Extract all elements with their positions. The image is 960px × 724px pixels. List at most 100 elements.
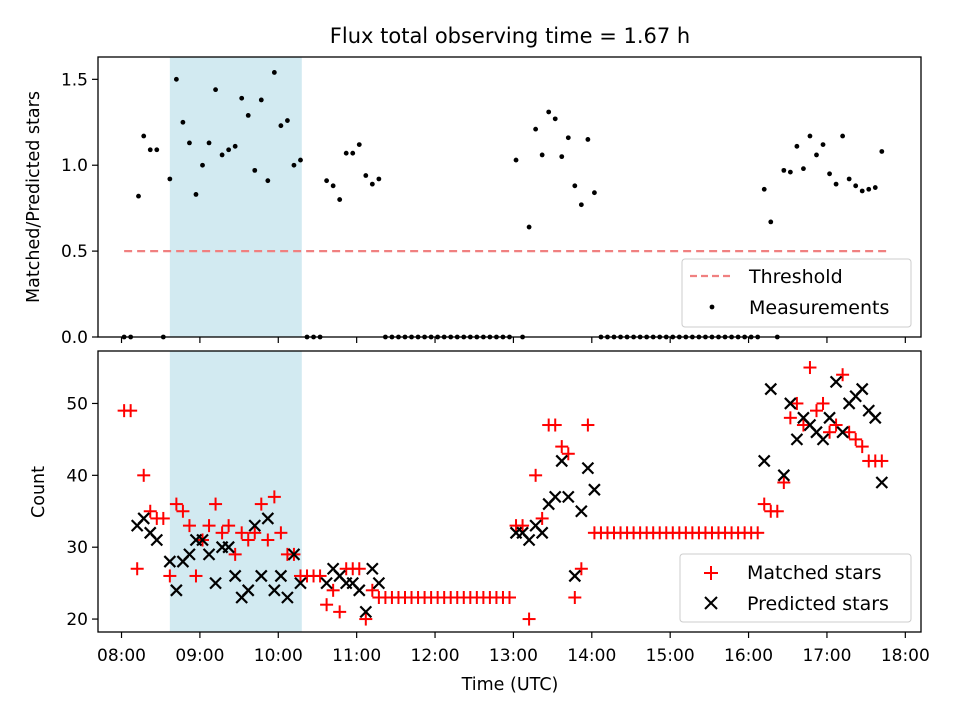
measurement-point [343,150,349,156]
matched-star-point [143,504,157,518]
y-tick-label: 20 [66,610,88,630]
measurement-point [592,190,597,196]
x-tick-label: 18:00 [881,646,930,666]
predicted-star-point [855,382,869,396]
measurement-point [356,142,362,148]
matched-star-point [326,583,340,597]
measurement-point [298,157,303,163]
matched-star-point [202,519,216,533]
matched-star-point [222,519,236,533]
matched-star-point [215,526,229,540]
measurement-point [330,183,336,189]
bottom-panel-x-label: Time (UTC) [461,675,559,695]
bottom-panel: 20 30 40 50 08:00 09:00 10:00 11:00 12:00 13:00 1… [29,350,930,695]
x-tick-label: 08:00 [97,646,146,666]
measurement-point [546,109,552,115]
measurement-point [200,162,205,168]
predicted-star-point [581,461,595,475]
bottom-panel-marks [117,361,889,626]
matched-star-point [529,468,543,482]
predicted-star-point [784,397,797,410]
top-panel-legend-box [681,258,912,328]
predicted-star-point [320,576,333,590]
x-tick-label: 10:00 [254,646,303,666]
predicted-star-point [196,533,209,547]
legend-matched-label: Matched stars [747,562,881,584]
measurement-point [239,95,245,101]
matched-star-point [829,418,843,432]
legend-measurements-label: Measurements [749,297,889,319]
measurement-point [376,176,382,182]
predicted-star-point [287,548,301,561]
measurement-point [187,140,192,146]
predicted-star-point [241,584,255,597]
matched-star-point [209,497,223,511]
matched-star-point [535,511,549,525]
predicted-star-point [562,490,575,504]
y-tick-label: 0.0 [61,328,88,348]
measurement-point [768,219,774,225]
measurement-point [252,167,258,173]
predicted-star-point [228,569,242,583]
measurement-point [840,133,846,139]
predicted-star-point [875,476,889,489]
matched-star-point [516,519,530,533]
matched-star-point [875,454,889,468]
matched-star-point [274,526,288,540]
matched-star-point [124,404,138,418]
legend-predicted-label: Predicted stars [747,593,889,615]
measurement-point [572,183,578,189]
matched-star-point [241,533,255,547]
measurement-point [206,140,212,146]
bottom-panel-legend: Matched stars Predicted stars [679,553,912,623]
measurement-point [833,181,839,187]
y-tick-label: 50 [66,394,88,414]
matched-star-point [568,591,582,605]
matched-star-point [169,497,183,511]
measurement-point [278,123,284,129]
y-tick-label: 1.0 [61,156,88,176]
measurement-point [193,192,199,197]
bottom-panel-shaded-span [169,351,302,632]
legend-measurements-swatch [709,304,715,310]
predicted-star-point [555,454,569,468]
y-tick-label: 1.5 [61,70,88,90]
matched-star-point [836,368,850,382]
matched-star-point [320,598,334,612]
predicted-star-point [868,411,882,425]
measurement-point [369,181,375,187]
measurement-point [794,143,800,149]
measurement-point [350,150,356,156]
matched-star-point [809,404,823,418]
predicted-star-point [137,512,151,525]
matched-star-point [352,562,366,576]
predicted-star-point [281,591,294,604]
predicted-star-point [575,504,588,518]
legend-threshold-label: Threshold [748,266,843,288]
matched-star-point [261,533,275,547]
measurement-point [337,197,343,202]
predicted-star-point [836,425,849,439]
matched-star-point [182,519,196,533]
matched-star-point [777,476,791,490]
measurement-point [578,202,584,208]
predicted-star-point [790,433,804,446]
matched-star-point [235,526,249,540]
matched-star-point [823,425,837,439]
matched-star-point [176,504,190,518]
matched-star-point [503,591,516,605]
bottom-panel-y-axis: 20 30 40 50 [66,394,98,630]
x-tick-label: 13:00 [489,646,538,666]
measurement-point [559,154,565,160]
predicted-star-point [777,469,791,482]
measurement-point [533,126,539,132]
bottom-panel-x-axis: 08:00 09:00 10:00 11:00 12:00 13:00 14:00 15:00… [97,632,930,666]
measurement-point [245,113,251,118]
measurement-point [265,178,271,184]
predicted-star-point [548,490,562,504]
bottom-panel-frame [97,350,922,633]
matched-star-point [855,440,869,454]
predicted-star-point [764,382,778,396]
predicted-star-point [372,576,386,590]
matched-star-point [816,396,830,410]
